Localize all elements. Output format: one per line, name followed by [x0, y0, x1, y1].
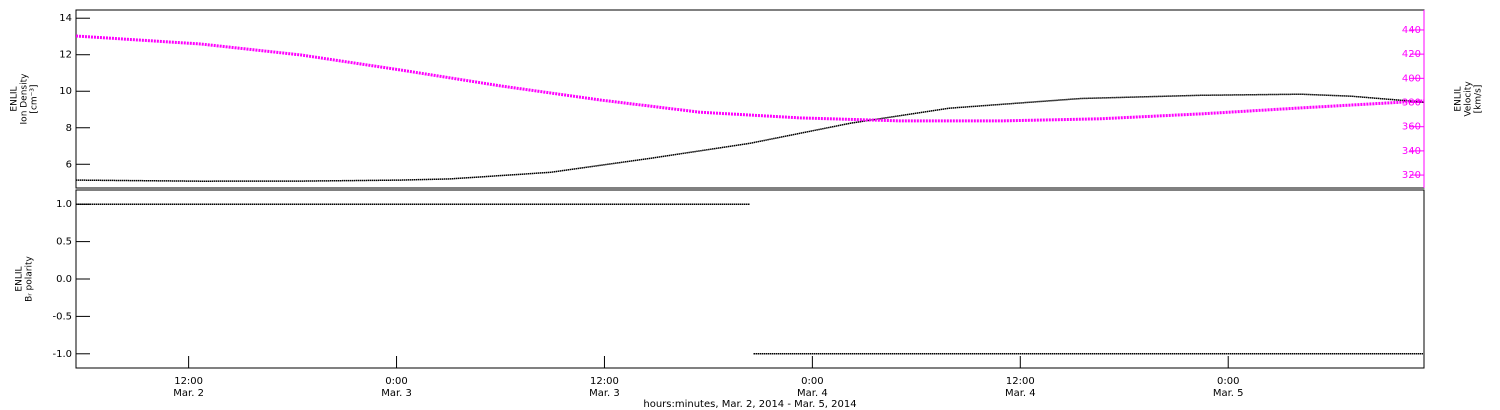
data-line: [75, 34, 1425, 123]
y-tick-label: 1.0: [56, 199, 72, 210]
x-tick-label: 0:00: [801, 376, 823, 387]
x-tick-label: 0:00: [385, 376, 407, 387]
y-tick-label: 8: [66, 123, 72, 134]
y-tick-label: 6: [66, 159, 72, 170]
x-tick-sublabel: Mar. 4: [1005, 388, 1036, 399]
data-line: [76, 203, 1424, 355]
y2-tick-label: 440: [1402, 25, 1421, 36]
y2-tick-label: 320: [1402, 170, 1421, 181]
panel-frame: [75, 189, 1425, 369]
y2-axis-label: [km/s]: [1474, 85, 1484, 114]
y-axis-label: ENLIL: [15, 266, 25, 291]
y2-tick-label: 340: [1402, 146, 1421, 157]
y-tick-label: 14: [59, 13, 72, 24]
y-tick-label: 10: [59, 86, 72, 97]
y2-tick-label: 400: [1402, 73, 1421, 84]
x-tick-sublabel: Mar. 4: [797, 388, 828, 399]
x-tick-label: 12:00: [590, 376, 619, 387]
y-axis-label: Ion Density: [20, 73, 30, 125]
y2-tick-label: 360: [1402, 122, 1421, 133]
y-tick-label: 12: [59, 50, 72, 61]
y-tick-label: 0.0: [56, 274, 72, 285]
y-tick-label: -0.5: [52, 311, 72, 322]
y-axis-label: ENLIL: [10, 86, 20, 111]
y-axis-label: [cm⁻³]: [30, 84, 40, 113]
x-tick-label: 12:00: [1006, 376, 1035, 387]
x-tick-sublabel: Mar. 5: [1213, 388, 1244, 399]
y2-tick-label: 420: [1402, 49, 1421, 60]
x-tick-label: 0:00: [1217, 376, 1239, 387]
x-tick-label: 12:00: [174, 376, 203, 387]
panel-frame: [75, 9, 1425, 189]
y2-axis-label: Velocity: [1464, 81, 1474, 117]
y-tick-label: -1.0: [52, 349, 72, 360]
x-tick-sublabel: Mar. 3: [381, 388, 412, 399]
x-tick-sublabel: Mar. 2: [173, 388, 204, 399]
data-line: [75, 93, 1425, 182]
y2-axis-label: ENLIL: [1454, 86, 1464, 111]
y-axis-label: Bᵣ polarity: [25, 255, 35, 301]
y-tick-label: 0.5: [56, 237, 72, 248]
x-axis-label: hours:minutes, Mar. 2, 2014 - Mar. 5, 20…: [643, 399, 856, 410]
x-tick-sublabel: Mar. 3: [589, 388, 620, 399]
